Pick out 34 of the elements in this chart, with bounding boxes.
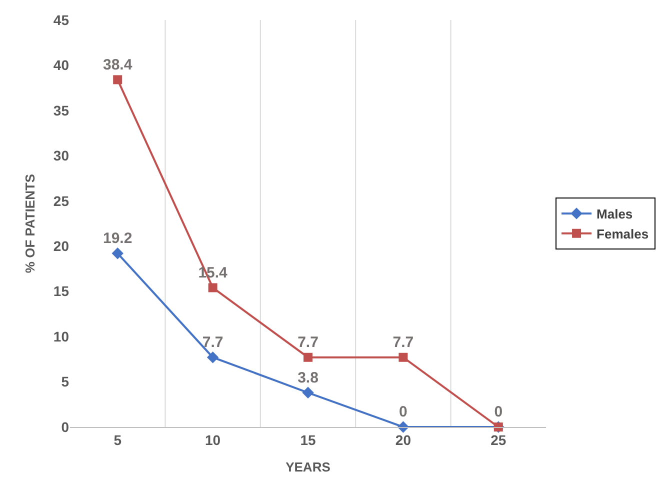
y-tick-label: 0 — [61, 418, 70, 435]
data-label: 0 — [494, 404, 503, 421]
legend-label: Females — [596, 226, 649, 242]
point — [304, 352, 312, 362]
x-tick-label: 5 — [114, 432, 122, 448]
point — [398, 352, 408, 362]
y-tick-label: 30 — [53, 148, 70, 164]
x-tick-label: 25 — [490, 432, 506, 448]
point — [302, 386, 314, 398]
y-tick-label: 10 — [53, 328, 70, 344]
y-tick-label: 5 — [61, 374, 70, 390]
x-axis-title: YEARS — [286, 459, 331, 474]
y-axis-title: % OF PATIENTS — [22, 174, 38, 274]
point — [206, 352, 219, 364]
data-label: 7.7 — [298, 334, 318, 351]
y-tick-label: 45 — [53, 12, 70, 28]
data-label: 19.2 — [103, 230, 132, 247]
data-label: 7.7 — [202, 334, 224, 351]
point — [113, 75, 122, 84]
y-tick-label: 20 — [53, 238, 70, 254]
point — [112, 248, 124, 260]
y-tick-label: 25 — [53, 192, 70, 209]
x-tick-label: 20 — [395, 432, 412, 448]
legend-label: Males — [596, 206, 633, 222]
y-tick-label: 40 — [53, 57, 70, 74]
point — [208, 283, 218, 292]
data-label: 7.7 — [392, 334, 414, 351]
x-tick-label: 15 — [300, 432, 316, 448]
data-label: 3.8 — [298, 369, 318, 386]
data-label: 0 — [399, 404, 408, 421]
y-tick-label: 35 — [53, 102, 70, 118]
x-tick-label: 10 — [205, 432, 221, 448]
data-label: 38.4 — [103, 56, 133, 74]
y-tick-label: 15 — [53, 283, 70, 300]
